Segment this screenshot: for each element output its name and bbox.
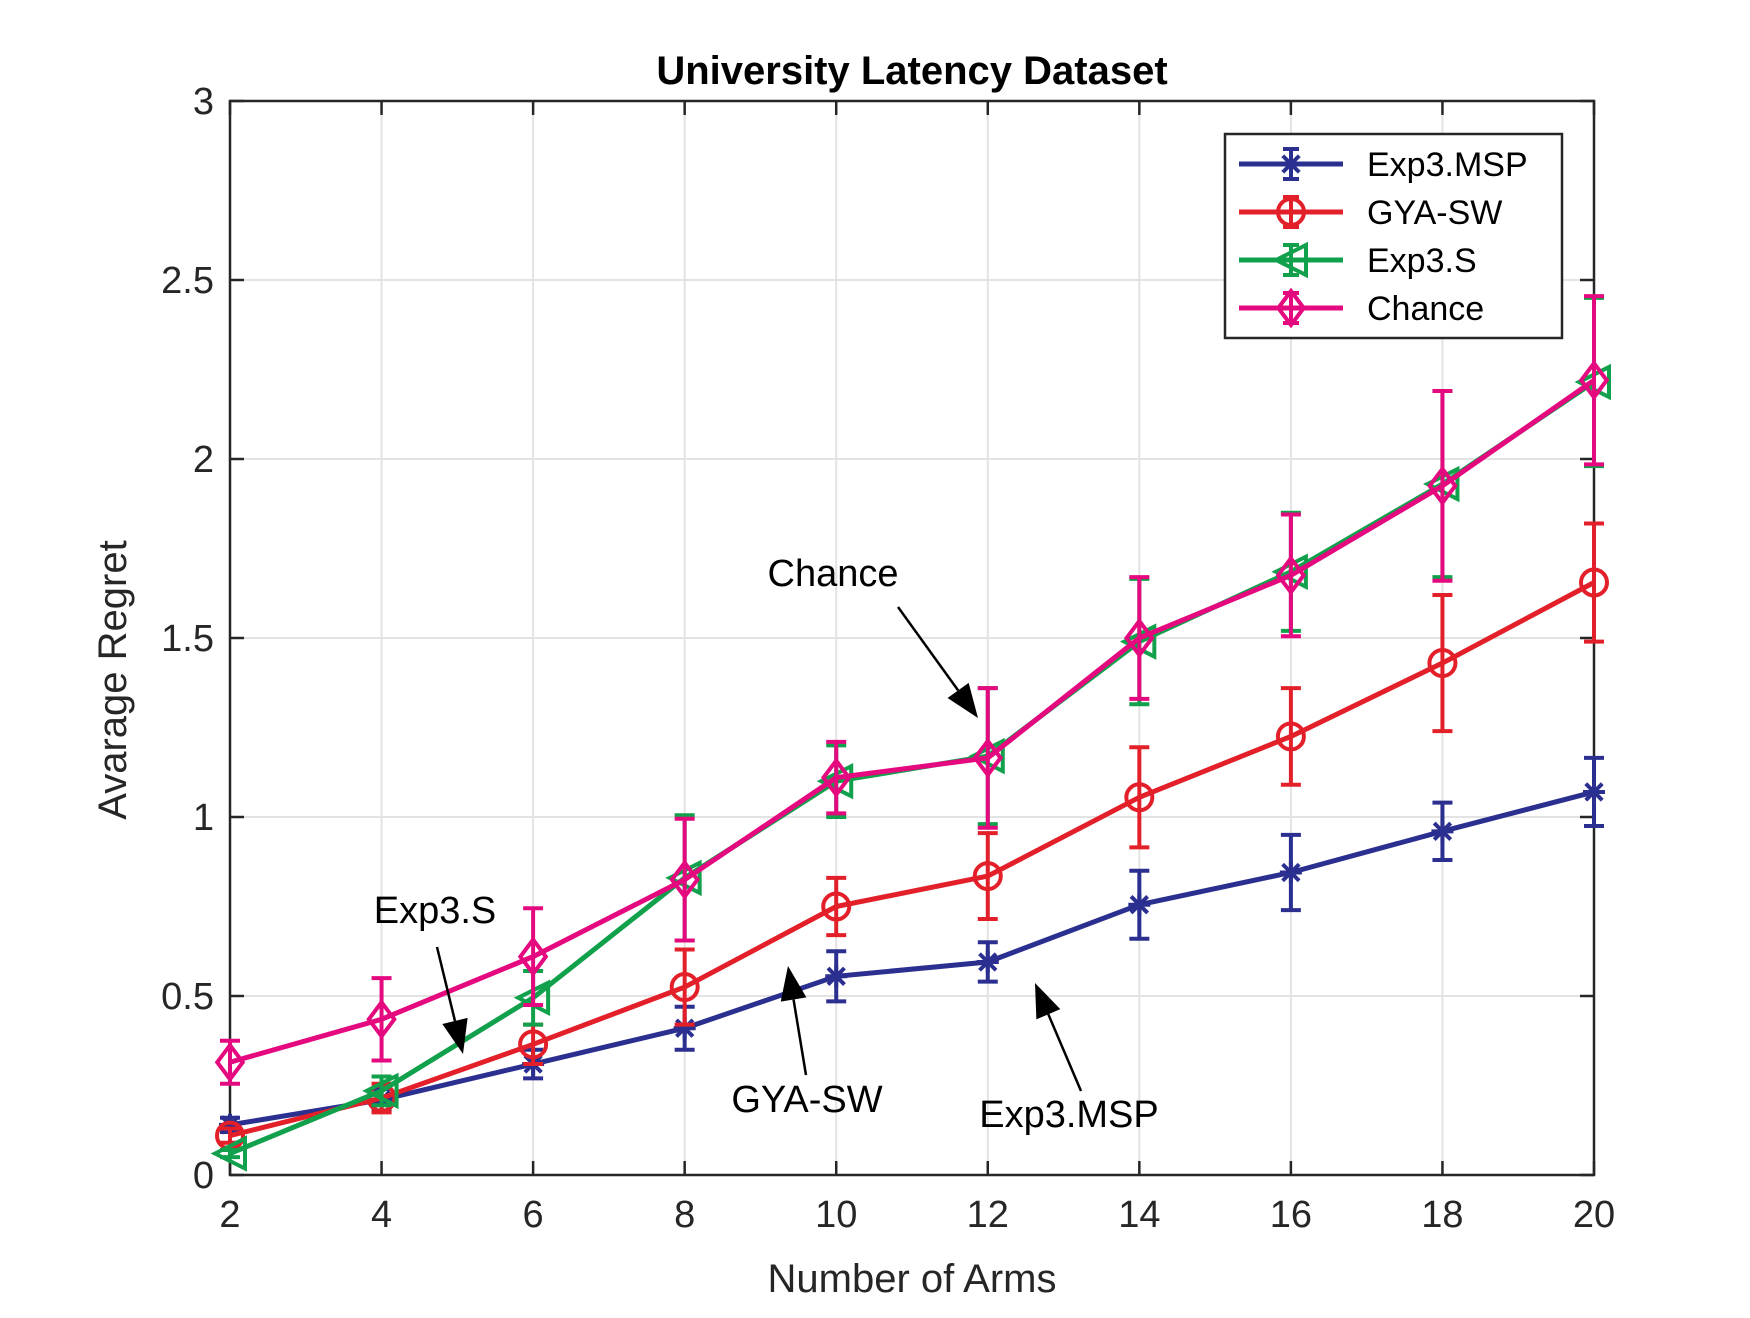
legend-label: Exp3.MSP [1367,146,1528,184]
data-point [1275,721,1306,752]
annotation-arrow-head [442,1017,468,1054]
data-point [366,998,397,1040]
annotation-arrow-shaft [435,946,457,1022]
legend-marker [1276,197,1306,227]
legend-entry: Exp3.MSP [1239,146,1528,184]
y-tick-label: 0.5 [161,976,214,1018]
chart-title: University Latency Dataset [656,49,1167,93]
annotation-gya-sw: GYA-SW [731,966,883,1121]
data-point [821,891,852,922]
error-bar [1129,745,1150,850]
annotation-chance: Chance [768,553,978,718]
y-tick-label: 1.5 [161,618,214,660]
data-point [1579,567,1609,598]
x-tick-label: 6 [523,1194,544,1236]
annotation-arrow-head [780,966,807,1002]
error-bar [1584,521,1604,644]
data-point [1583,780,1605,803]
data-point [362,1072,399,1110]
legend-entry: Chance [1239,287,1484,329]
x-tick-label: 4 [371,1194,392,1236]
data-point [210,1135,247,1172]
error-bar [977,831,998,922]
error-bar [826,739,847,816]
x-tick-label: 10 [815,1194,857,1236]
annotation-label: Exp3.S [374,890,497,932]
error-bar [674,947,695,1027]
data-point [820,757,852,798]
legend-label: Exp3.S [1367,242,1477,280]
data-point [1578,359,1610,401]
data-point [1275,555,1307,596]
annotation-arrow-shaft [792,999,808,1076]
series-line [229,789,1595,1128]
series-line [229,580,1596,1139]
x-tick-label: 20 [1573,1194,1615,1236]
error-bar [371,976,392,1063]
data-point [1279,861,1302,884]
data-point [1427,648,1458,679]
legend: Exp3.MSP GYA-SW Exp3.S Chance [1223,132,1564,340]
series-line [229,378,1596,1065]
data-point [1124,782,1155,813]
data-point [518,1029,549,1060]
series-chance [214,294,1610,1086]
data-point [976,950,999,973]
legend-entry: Exp3.S [1239,241,1477,280]
error-bar [1432,593,1453,734]
x-tick-label: 14 [1118,1194,1160,1236]
legend-entry: GYA-SW [1239,194,1502,232]
x-tick-label: 18 [1421,1194,1463,1236]
legend-label: Chance [1367,290,1484,328]
data-point [1427,465,1458,507]
error-bar [826,875,847,938]
annotation-arrow-head [1035,983,1061,1020]
data-point [669,859,700,900]
data-point [669,972,700,1003]
annotation-exp3-msp: Exp3.MSP [979,983,1159,1136]
annotation-arrow-head [947,682,978,718]
error-bar [1432,388,1453,583]
data-point [972,861,1003,892]
y-tick-label: 0 [193,1155,214,1197]
x-axis-title: Number of Arms [768,1257,1057,1301]
annotation-label: Chance [768,553,899,595]
data-point [1128,893,1151,916]
data-point [517,936,549,977]
x-tick-label: 12 [967,1194,1009,1236]
y-axis-title: Avarage Regret [91,540,135,819]
data-point [214,1041,246,1083]
annotation-arrow-shaft [1047,1013,1083,1092]
x-tick-label: 8 [674,1194,695,1236]
y-tick-label: 1 [193,797,214,839]
data-point [825,965,848,988]
data-point [972,737,1004,779]
y-tick-label: 2.5 [161,260,214,302]
error-bar [1280,686,1301,787]
error-bar [1280,512,1301,639]
data-point [1431,820,1454,843]
x-tick-label: 2 [219,1194,240,1236]
annotation-label: Exp3.MSP [979,1094,1159,1136]
data-point [1124,617,1155,659]
error-bar [977,686,998,830]
annotation-arrow-shaft [896,606,960,692]
error-bar [1584,294,1604,467]
error-bar [1129,575,1150,701]
legend-marker [1280,153,1302,175]
y-tick-label: 2 [193,439,214,481]
legend-marker [1275,287,1307,329]
legend-label: GYA-SW [1367,194,1502,232]
annotation-label: GYA-SW [731,1079,882,1121]
error-bar [674,816,695,943]
y-tick-label: 3 [193,81,214,123]
legend-marker [1271,241,1308,279]
annotation-exp3-s: Exp3.S [374,890,497,1054]
x-tick-label: 16 [1270,1194,1312,1236]
error-bar [523,906,544,1007]
